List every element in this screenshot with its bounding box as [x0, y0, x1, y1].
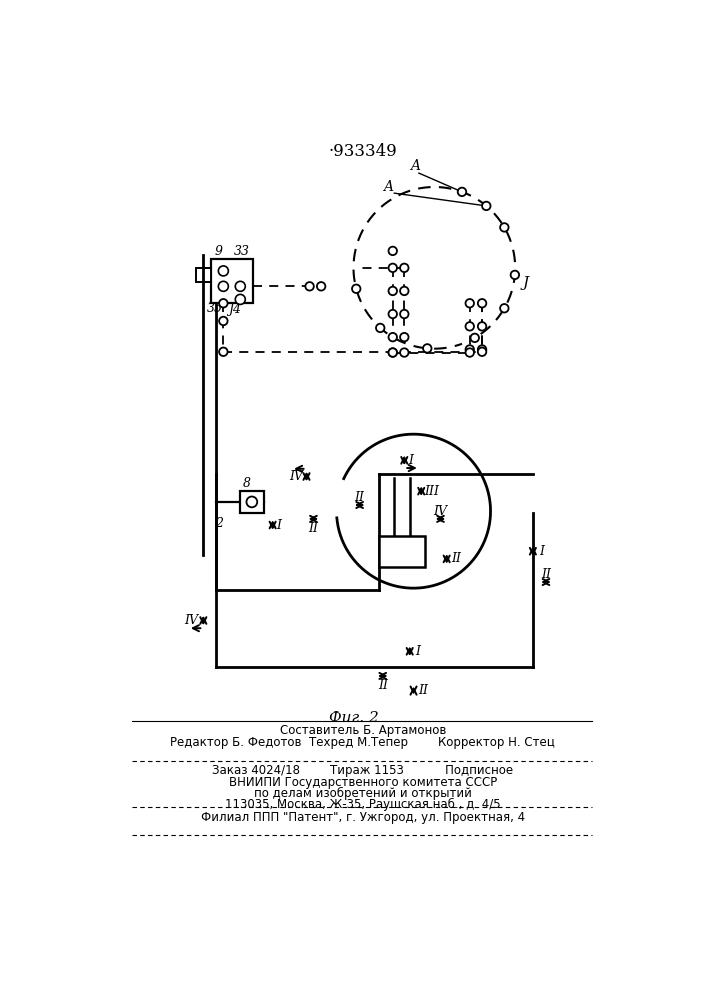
Text: A: A	[383, 180, 393, 194]
Circle shape	[482, 202, 491, 210]
Circle shape	[219, 348, 228, 356]
Circle shape	[235, 281, 245, 291]
Circle shape	[465, 345, 474, 354]
Text: II: II	[355, 491, 365, 504]
Text: II: II	[378, 679, 387, 692]
Text: 35: 35	[207, 302, 223, 316]
Text: Составитель Б. Артамонов: Составитель Б. Артамонов	[279, 724, 446, 737]
Circle shape	[389, 348, 397, 357]
Text: I: I	[276, 519, 281, 532]
Circle shape	[389, 333, 397, 341]
Circle shape	[400, 333, 409, 341]
Text: 113035, Москва, Ж-35, Раушская наб., д. 4/5: 113035, Москва, Ж-35, Раушская наб., д. …	[225, 798, 501, 811]
Circle shape	[465, 322, 474, 331]
Circle shape	[247, 497, 257, 507]
Text: II: II	[452, 552, 462, 565]
Text: 9: 9	[214, 245, 222, 258]
Text: III: III	[423, 485, 439, 498]
Circle shape	[389, 287, 397, 295]
Bar	[196, 268, 211, 282]
Bar	[240, 491, 264, 513]
Text: ·933349: ·933349	[328, 143, 397, 160]
Bar	[211, 259, 253, 303]
Text: IV: IV	[184, 614, 198, 627]
Circle shape	[478, 299, 486, 307]
Text: I: I	[408, 454, 413, 467]
Text: I: I	[415, 645, 420, 658]
Circle shape	[465, 299, 474, 307]
Text: Фиг. 2: Фиг. 2	[329, 711, 378, 725]
Circle shape	[389, 264, 397, 272]
Circle shape	[389, 247, 397, 255]
Circle shape	[219, 317, 228, 325]
Circle shape	[305, 282, 314, 291]
Text: 2: 2	[215, 517, 223, 530]
Text: II: II	[418, 684, 428, 697]
Circle shape	[478, 345, 486, 354]
Text: J4: J4	[228, 302, 241, 316]
Text: IV: IV	[288, 470, 303, 483]
Text: J: J	[523, 276, 529, 290]
Circle shape	[500, 223, 508, 232]
Text: II: II	[308, 522, 318, 535]
Circle shape	[352, 285, 361, 293]
Circle shape	[400, 287, 409, 295]
Circle shape	[389, 348, 397, 357]
Circle shape	[219, 299, 228, 307]
Text: I: I	[539, 545, 544, 558]
Text: A: A	[410, 159, 420, 173]
Text: 8: 8	[243, 477, 250, 490]
Circle shape	[218, 266, 228, 276]
Circle shape	[376, 324, 385, 332]
Circle shape	[400, 310, 409, 318]
Text: Филиал ППП "Патент", г. Ужгород, ул. Проектная, 4: Филиал ППП "Патент", г. Ужгород, ул. Про…	[201, 811, 525, 824]
Text: 33: 33	[234, 245, 250, 258]
Circle shape	[471, 334, 479, 342]
Circle shape	[389, 310, 397, 318]
Text: Заказ 4024/18        Тираж 1153           Подписное: Заказ 4024/18 Тираж 1153 Подписное	[212, 764, 513, 777]
Text: Редактор Б. Федотов  Техред М.Тепер        Корректор Н. Стец: Редактор Б. Федотов Техред М.Тепер Корре…	[170, 736, 555, 749]
Text: IV: IV	[433, 505, 448, 518]
Text: ВНИИПИ Государственного комитета СССР: ВНИИПИ Государственного комитета СССР	[228, 776, 497, 789]
Bar	[379, 536, 425, 567]
Circle shape	[500, 304, 508, 312]
Circle shape	[218, 281, 228, 291]
Circle shape	[400, 348, 409, 357]
Circle shape	[235, 294, 245, 304]
Text: по делам изобретений и открытий: по делам изобретений и открытий	[254, 787, 472, 800]
Circle shape	[478, 348, 486, 356]
Circle shape	[465, 348, 474, 357]
Circle shape	[400, 264, 409, 272]
Circle shape	[317, 282, 325, 291]
Circle shape	[478, 322, 486, 331]
Circle shape	[510, 271, 519, 279]
Text: II: II	[541, 568, 551, 581]
Circle shape	[457, 188, 466, 196]
Circle shape	[423, 344, 431, 353]
